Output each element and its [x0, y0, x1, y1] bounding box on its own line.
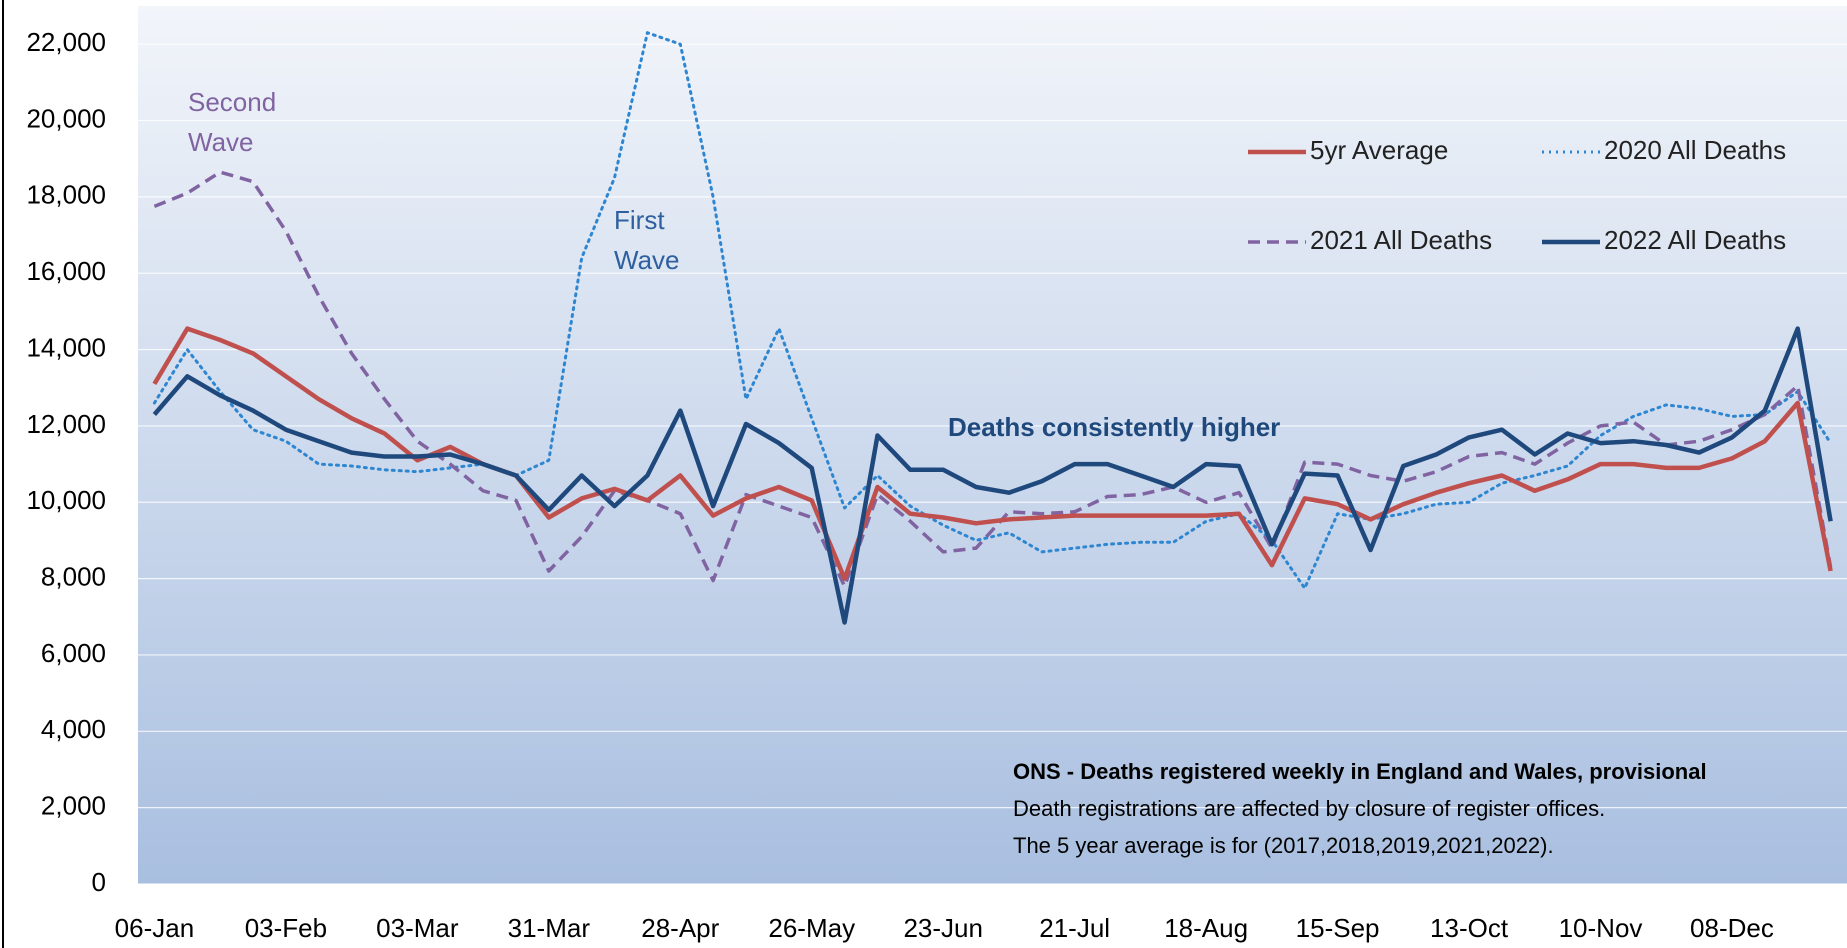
legend-label: 2020 All Deaths — [1604, 135, 1786, 165]
y-tick-label: 22,000 — [26, 27, 106, 57]
legend-label: 2021 All Deaths — [1310, 225, 1492, 255]
x-tick-label: 06-Jan — [115, 913, 195, 943]
grid — [138, 43, 1847, 885]
annotation: Deaths consistently higher — [948, 412, 1280, 442]
series-line — [153, 170, 1833, 588]
annotation: Wave — [188, 127, 254, 157]
x-tick-label: 31-Mar — [508, 913, 591, 943]
x-tick-label: 26-May — [768, 913, 855, 943]
legend-label: 5yr Average — [1310, 135, 1448, 165]
x-tick-label: 18-Aug — [1164, 913, 1248, 943]
footnote: The 5 year average is for (2017,2018,201… — [1013, 833, 1554, 858]
legend-label: 2022 All Deaths — [1604, 225, 1786, 255]
series-line — [152, 326, 1833, 625]
y-tick-label: 6,000 — [41, 638, 106, 668]
labels: 0 2,000 4,000 6,000 8,000 10,000 12,000 14,000 1… — [26, 27, 1786, 943]
footnote: ONS - Deaths registered weekly in Englan… — [1013, 759, 1707, 784]
y-tick-label: 14,000 — [26, 332, 106, 362]
x-tick-label: 21-Jul — [1039, 913, 1110, 943]
x-tick-label: 15-Sep — [1296, 913, 1380, 943]
y-tick-label: 0 — [92, 867, 106, 897]
x-tick-label: 03-Mar — [376, 913, 459, 943]
x-tick-label: 10-Nov — [1559, 913, 1643, 943]
y-tick-label: 8,000 — [41, 561, 106, 591]
annotation: First — [614, 205, 665, 235]
y-tick-label: 16,000 — [26, 256, 106, 286]
y-tick-label: 2,000 — [41, 791, 106, 821]
y-tick-label: 12,000 — [26, 409, 106, 439]
lines — [152, 31, 1833, 625]
y-tick-label: 18,000 — [26, 180, 106, 210]
y-tick-label: 10,000 — [26, 485, 106, 515]
y-tick-label: 4,000 — [41, 714, 106, 744]
x-tick-label: 13-Oct — [1430, 913, 1509, 943]
footnote: Death registrations are affected by clos… — [1013, 796, 1605, 821]
annotation: Second — [188, 87, 276, 117]
x-tick-label: 03-Feb — [245, 913, 327, 943]
y-tick-label: 20,000 — [26, 103, 106, 133]
series-line — [152, 31, 1833, 590]
x-tick-label: 08-Dec — [1690, 913, 1774, 943]
x-tick-label: 28-Apr — [641, 913, 719, 943]
x-tick-label: 23-Jun — [903, 913, 983, 943]
annotation: Wave — [614, 245, 680, 275]
